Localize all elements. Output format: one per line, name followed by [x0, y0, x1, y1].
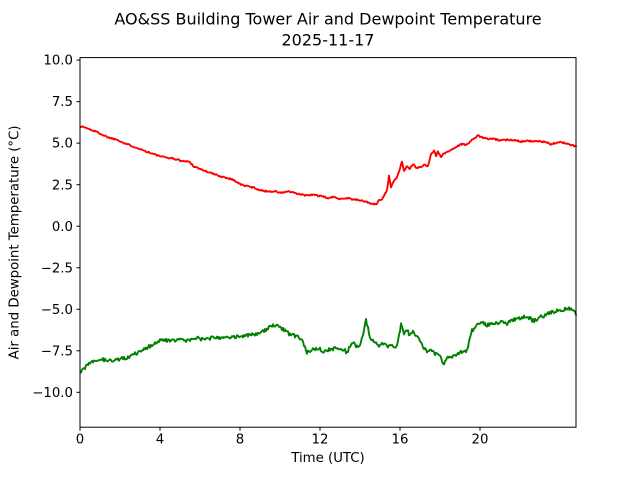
x-tick-label: 20: [472, 433, 489, 448]
y-tick-label: −10.0: [32, 386, 73, 401]
x-tick-label: 8: [236, 433, 244, 448]
y-tick-label: −5.0: [41, 303, 73, 318]
x-tick-label: 4: [156, 433, 164, 448]
x-axis: 0 4 8 12 16 20: [76, 427, 489, 448]
dewpoint-temperature-line: [79, 306, 577, 374]
y-tick-label: 0.0: [52, 220, 73, 235]
x-tick-label: 12: [312, 433, 329, 448]
y-tick-label: 2.5: [52, 178, 73, 193]
plot-border: [79, 57, 577, 428]
y-tick-label: 5.0: [52, 137, 73, 152]
y-axis: 10.0 7.5 5.0 2.5 0.0 −2.5 −5.0 −7.5 −10.0: [32, 54, 80, 401]
axes-layer: 0 4 8 12 16 20 10.0 7.5 5.0 2.5 0.0 −2.5 −5.0 −7.5 −10…: [32, 54, 488, 448]
y-axis-label: Air and Dewpoint Temperature (°C): [8, 125, 23, 359]
chart-title: AO&SS Building Tower Air and Dewpoint Te…: [114, 10, 541, 29]
y-tick-label: −7.5: [41, 344, 73, 359]
series-layer: [79, 125, 577, 374]
x-axis-label: Time (UTC): [290, 451, 365, 466]
y-tick-label: 7.5: [52, 95, 73, 110]
x-tick-label: 16: [392, 433, 409, 448]
x-tick-label: 0: [76, 433, 84, 448]
chart-subtitle: 2025-11-17: [282, 31, 375, 50]
y-tick-label: −2.5: [41, 261, 73, 276]
y-tick-label: 10.0: [43, 54, 73, 69]
air-temperature-line: [79, 125, 577, 206]
